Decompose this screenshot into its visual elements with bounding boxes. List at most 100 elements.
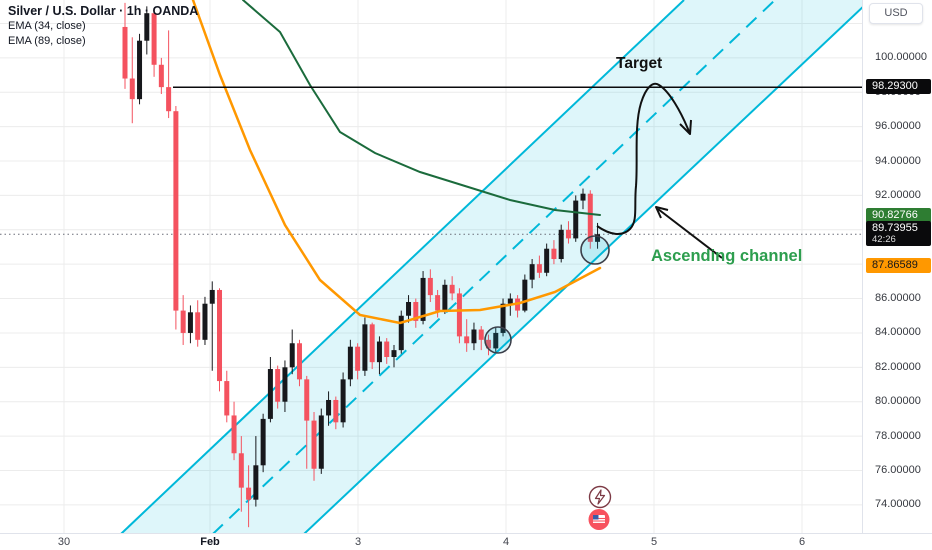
price-axis-label: 92.00000: [875, 188, 921, 201]
candle-body: [311, 420, 317, 469]
candle-body: [478, 329, 484, 340]
candle-body: [427, 277, 433, 296]
time-axis-label: 4: [502, 536, 510, 548]
candle-body: [420, 277, 426, 321]
candle-body: [246, 487, 252, 500]
ema89-value-badge: 90.82766: [866, 207, 931, 223]
target-curve-arrow[interactable]: [596, 82, 691, 235]
ema34-value-badge: 87.86589: [866, 258, 931, 274]
candle-body: [376, 341, 382, 363]
ellipse-highlight[interactable]: [580, 235, 610, 265]
candle-body: [565, 229, 571, 239]
price-axis-label: 76.00000: [875, 463, 921, 476]
target-annotation-label[interactable]: Target: [616, 55, 663, 72]
chart-pane[interactable]: Silver / U.S. Dollar · 1h · OANDA EMA (3…: [0, 0, 862, 533]
candle-body: [296, 343, 302, 380]
candle-body: [449, 284, 455, 294]
candle-body: [187, 312, 193, 333]
target-arrowhead: [679, 119, 692, 135]
candle-body: [231, 415, 237, 454]
candle-body: [391, 350, 397, 358]
candle-body: [544, 248, 550, 273]
price-axis-label: 100.00000: [875, 51, 927, 64]
channel-lower-line[interactable]: [287, 4, 862, 533]
channel-mid-line[interactable]: [196, 0, 776, 533]
ellipse-highlight[interactable]: [484, 326, 512, 354]
ema34-line: [191, 0, 602, 325]
candle-body: [129, 78, 135, 100]
candle-body: [558, 229, 564, 260]
candle-body: [573, 200, 579, 239]
candle-body: [587, 193, 593, 242]
time-axis-label: 3: [354, 536, 362, 548]
candle-body: [551, 248, 557, 260]
chart-legend: Silver / U.S. Dollar · 1h · OANDA EMA (3…: [8, 4, 198, 48]
candle-body: [435, 295, 441, 311]
ema34-legend-label[interactable]: EMA (34, close): [8, 20, 86, 32]
ema89-legend-label[interactable]: EMA (89, close): [8, 35, 86, 47]
candle-body: [275, 369, 281, 402]
candle-body: [260, 418, 266, 466]
candle-body: [362, 324, 368, 371]
lightning-icon[interactable]: [588, 485, 612, 509]
channel-pointer-arrow[interactable]: [657, 208, 723, 259]
currency-toggle-button[interactable]: USD: [869, 3, 923, 24]
countdown-timer: 42:26: [872, 234, 896, 246]
lightning-bolt-glyph: [594, 489, 606, 505]
candle-body: [536, 264, 542, 273]
candle-body: [595, 234, 601, 242]
candle-body: [413, 301, 419, 321]
price-axis-label: 86.00000: [875, 292, 921, 305]
channel-fill[interactable]: [104, 0, 862, 533]
candle-body: [253, 465, 259, 500]
candle-body: [209, 289, 215, 304]
candle-body: [507, 298, 513, 304]
symbol-title[interactable]: Silver / U.S. Dollar · 1h · OANDA: [8, 4, 199, 18]
candle-body: [522, 279, 528, 311]
channel-upper-line[interactable]: [104, 0, 685, 533]
price-axis-label: 94.00000: [875, 154, 921, 167]
price-axis-label: 78.00000: [875, 429, 921, 442]
candle-body: [406, 301, 412, 316]
price-axis[interactable]: USD 100.0000098.0000096.0000094.0000092.…: [862, 0, 932, 533]
price-axis-label: 96.00000: [875, 120, 921, 133]
candle-body: [137, 40, 143, 100]
time-axis-label: 6: [798, 536, 806, 548]
price-axis-label: 84.00000: [875, 326, 921, 339]
candle-body: [158, 64, 164, 88]
price-axis-label: 82.00000: [875, 360, 921, 373]
last-price-badge: 89.73955 42:26: [866, 221, 931, 247]
ascending-channel-annotation-label[interactable]: Ascending channel: [651, 247, 803, 265]
candle-body: [529, 264, 535, 280]
candle-body: [580, 193, 586, 201]
channel-arrowhead: [655, 206, 669, 219]
candle-body: [304, 379, 310, 421]
candlestick-chart: [0, 0, 862, 533]
candle-body: [144, 13, 150, 41]
candle-body: [471, 329, 477, 344]
flag-canton: [593, 515, 599, 520]
candle-body: [267, 369, 273, 419]
candle-body: [456, 293, 462, 337]
candle-body: [151, 13, 157, 65]
candle-body: [202, 303, 208, 340]
candle-body: [500, 303, 506, 333]
candle-body: [493, 332, 499, 349]
candle-body: [333, 399, 339, 423]
candle-body: [355, 346, 361, 371]
candle-body: [180, 310, 186, 333]
time-axis[interactable]: 30 Feb 3 4 5 6: [0, 533, 932, 550]
price-axis-label: 74.00000: [875, 498, 921, 511]
candle-body: [326, 399, 332, 416]
candle-body: [122, 26, 128, 79]
candle-body: [173, 111, 179, 311]
candle-body: [442, 284, 448, 311]
price-axis-label: 80.00000: [875, 395, 921, 408]
candle-body: [224, 381, 230, 416]
candle-body: [195, 312, 201, 340]
candle-body: [347, 346, 353, 380]
time-axis-label: 5: [650, 536, 658, 548]
candle-body: [217, 289, 223, 382]
candle-body: [289, 343, 295, 368]
